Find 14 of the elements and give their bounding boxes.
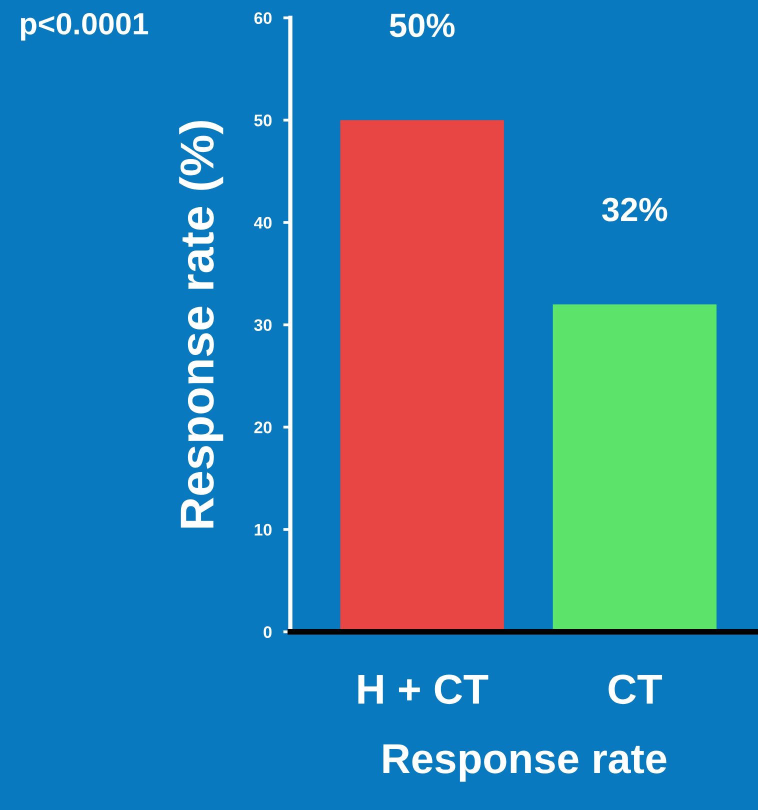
x-tick-label: CT xyxy=(608,674,662,704)
data-label: 50% xyxy=(390,14,455,38)
x-axis-title: Response rate xyxy=(383,744,666,782)
y-tick-label: 20 xyxy=(254,422,272,434)
y-axis-title: Response rate (%) xyxy=(179,121,224,528)
x-tick-label: H + CT xyxy=(358,674,488,704)
y-tick-label: 50 xyxy=(254,114,272,126)
y-tick-label: 0 xyxy=(264,626,272,638)
y-tick-label: 30 xyxy=(254,319,272,332)
y-tick-label: 40 xyxy=(254,216,272,229)
data-label: 32% xyxy=(602,198,668,222)
text: p<0.0001 xyxy=(20,12,148,41)
y-tick-label: 60 xyxy=(254,12,272,24)
y-tick-label: 10 xyxy=(254,524,272,536)
